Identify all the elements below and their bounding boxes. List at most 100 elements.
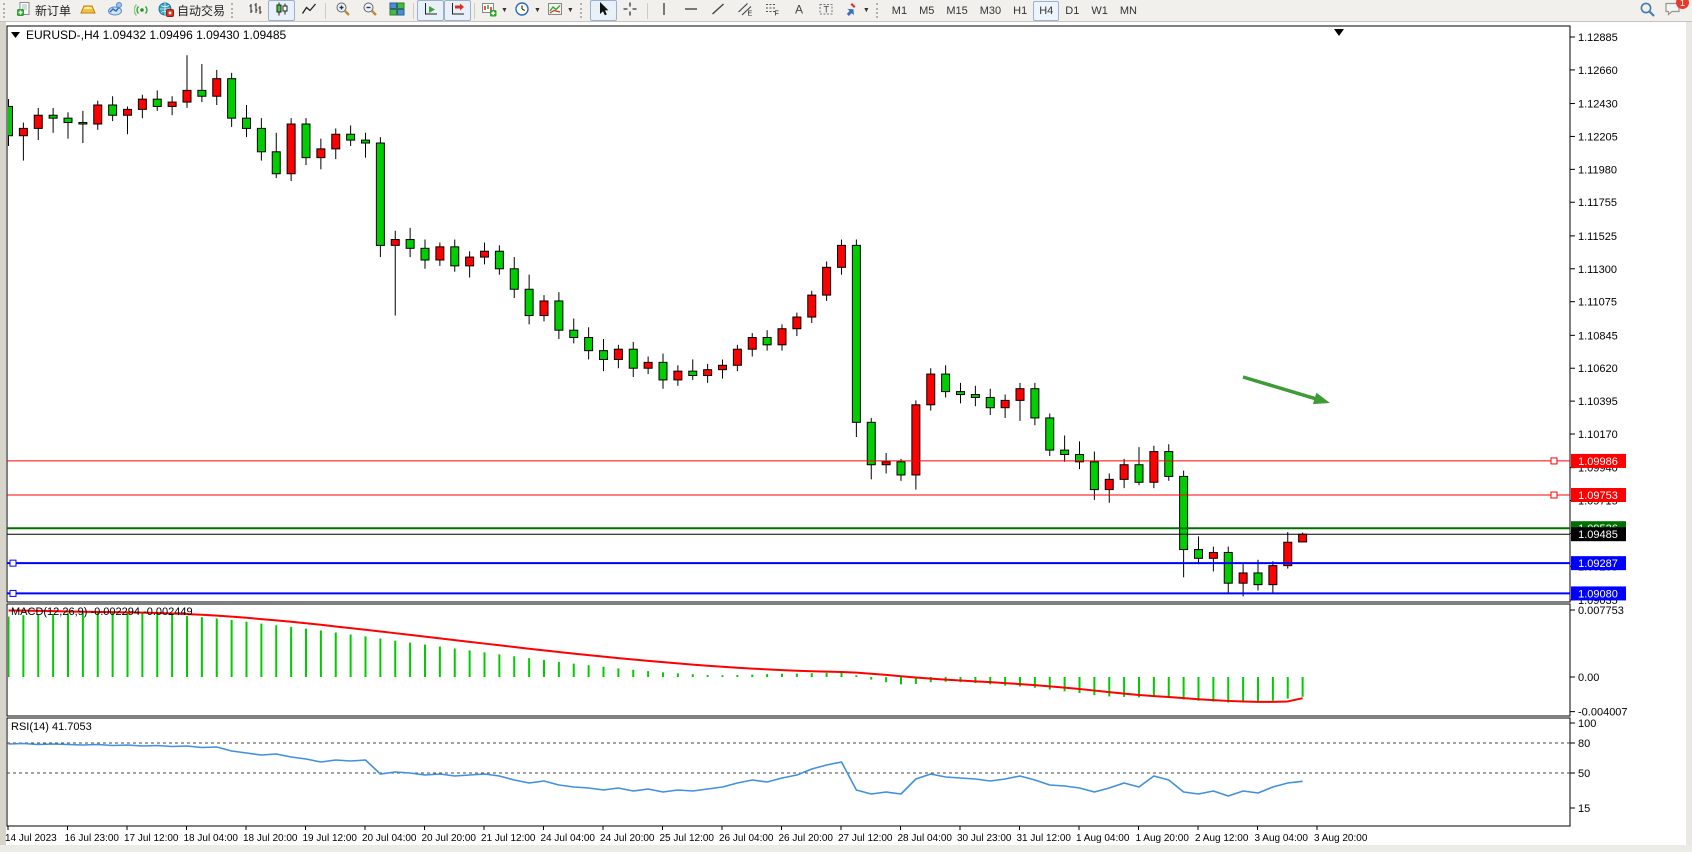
vertical-line-icon xyxy=(656,1,672,20)
rsi-axis[interactable]: 100 80 50 15 xyxy=(7,718,1596,815)
time-tick-label: 17 Jul 12:00 xyxy=(124,833,179,844)
time-tick-label: 26 Jul 20:00 xyxy=(779,833,834,844)
channel-icon: E xyxy=(737,1,753,20)
svg-text:A: A xyxy=(795,3,803,17)
time-tick-label: 19 Jul 12:00 xyxy=(303,833,358,844)
time-tick-label: 14 Jul 2023 xyxy=(5,833,57,844)
time-tick-label: 1 Aug 04:00 xyxy=(1076,833,1130,844)
new-chart-icon xyxy=(481,1,497,20)
template-icon xyxy=(547,1,563,20)
current-price-line: 1.09485 xyxy=(7,527,1626,542)
rsi-line xyxy=(8,742,1303,797)
community-button[interactable] xyxy=(101,0,128,21)
crosshair-button[interactable] xyxy=(617,0,644,21)
text-button[interactable]: A xyxy=(786,0,813,21)
toolbar-grip[interactable] xyxy=(875,3,882,18)
price-tick-label: 1.11525 xyxy=(1578,231,1617,243)
toolbar-grip[interactable] xyxy=(579,3,586,18)
time-tick-label: 18 Jul 04:00 xyxy=(184,833,239,844)
chart-title-text: EURUSD-,H4 1.09432 1.09496 1.09430 1.094… xyxy=(26,28,287,42)
price-tick-label: 1.10845 xyxy=(1578,330,1618,342)
time-axis[interactable]: 14 Jul 2023 16 Jul 23:00 17 Jul 12:00 18 Ju… xyxy=(5,826,1368,844)
time-tick-label: 26 Jul 04:00 xyxy=(719,833,774,844)
new-chart-button[interactable]: ▼ xyxy=(478,0,511,21)
rsi-tick-label: 15 xyxy=(1578,803,1590,815)
arrows-button[interactable]: ▼ xyxy=(840,0,873,21)
gold-button[interactable] xyxy=(74,0,101,21)
timeframe-button-M30[interactable]: M30 xyxy=(979,4,1002,17)
time-tick-label: 20 Jul 04:00 xyxy=(362,833,417,844)
zoom-in-button[interactable] xyxy=(329,0,356,21)
macd-signal-line xyxy=(8,609,1303,703)
chart-candles-button[interactable] xyxy=(268,0,296,21)
tile-windows-button[interactable] xyxy=(383,0,410,21)
equidistant-channel-button[interactable]: E xyxy=(732,0,759,21)
toolbar-separator xyxy=(474,2,476,19)
chevron-down-icon: ▼ xyxy=(566,7,574,14)
chart-title: EURUSD-,H4 1.09432 1.09496 1.09430 1.094… xyxy=(11,28,287,42)
chart-window: 1.12885 1.12660 1.12430 1.12205 1.11980 1.117… xyxy=(0,22,1692,857)
chevron-down-icon: ▼ xyxy=(862,7,870,14)
trendline-icon xyxy=(710,1,726,20)
toolbar-separator xyxy=(325,2,327,19)
price-tick-label: 1.12885 xyxy=(1578,32,1618,44)
timeframe-button-H1[interactable]: H1 xyxy=(1013,4,1028,17)
gold-ingot-icon xyxy=(79,1,96,20)
new-order-button[interactable]: 新订单 xyxy=(13,0,74,21)
autotrading-button[interactable]: 自动交易 xyxy=(155,0,228,21)
macd-axis[interactable]: 0.007753 0.00 -0.004007 xyxy=(1570,605,1628,719)
signals-button[interactable] xyxy=(128,0,155,21)
chart-bars-button[interactable] xyxy=(241,0,268,21)
timeframe-button-W1[interactable]: W1 xyxy=(1091,4,1108,17)
toolbar-grip[interactable] xyxy=(3,3,9,18)
price-line-label: 1.09080 xyxy=(1578,588,1618,600)
price-line-1.09986[interactable]: 1.09986 xyxy=(7,453,1626,468)
toolbar-grip[interactable] xyxy=(231,3,237,18)
chart-title-caret xyxy=(11,32,20,38)
timeframe-button-MN[interactable]: MN xyxy=(1119,4,1137,17)
chart-shift-button[interactable] xyxy=(444,0,472,21)
timeframe-button-M15[interactable]: M15 xyxy=(946,4,968,17)
price-line-1.09080[interactable]: 1.09080 xyxy=(7,586,1626,601)
timeframe-button-M1[interactable]: M1 xyxy=(891,4,908,17)
chart-dropdown-caret[interactable] xyxy=(1334,29,1344,36)
price-tick-label: 1.11980 xyxy=(1578,164,1617,176)
chart-canvas[interactable]: 1.12885 1.12660 1.12430 1.12205 1.11980 1.117… xyxy=(0,22,1692,852)
cursor-button[interactable] xyxy=(589,0,617,21)
time-tick-label: 31 Jul 12:00 xyxy=(1017,833,1072,844)
timeframe-button-H4[interactable]: H4 xyxy=(1033,0,1060,21)
periods-button[interactable]: ▼ xyxy=(511,0,544,21)
mql5-community-icon xyxy=(107,1,123,20)
trendline-button[interactable] xyxy=(705,0,732,21)
trend-arrow-annotation[interactable] xyxy=(1242,375,1330,405)
fibonacci-button[interactable]: F xyxy=(759,0,786,21)
price-tick-label: 1.10170 xyxy=(1578,429,1618,441)
horizontal-line-button[interactable] xyxy=(678,0,705,21)
timeframe-button-D1[interactable]: D1 xyxy=(1065,4,1080,17)
zoom-in-icon xyxy=(335,1,351,20)
zoom-out-button[interactable] xyxy=(356,0,383,21)
price-line-1.09753[interactable]: 1.09753 xyxy=(7,488,1626,503)
rsi-tick-label: 50 xyxy=(1578,768,1590,780)
line-chart-icon xyxy=(301,1,317,20)
fibonacci-icon: F xyxy=(764,1,780,20)
templates-button[interactable]: ▼ xyxy=(544,0,577,21)
time-tick-label: 25 Jul 12:00 xyxy=(660,833,715,844)
time-tick-label: 20 Jul 20:00 xyxy=(422,833,477,844)
price-line-label: 1.09753 xyxy=(1578,490,1618,502)
svg-text:E: E xyxy=(748,11,753,18)
price-line-1.09287[interactable]: 1.09287 xyxy=(7,556,1626,571)
window-right-edge xyxy=(1686,22,1692,852)
chat-button[interactable]: 1 xyxy=(1664,0,1689,20)
vertical-line-button[interactable] xyxy=(651,0,678,21)
search-icon[interactable] xyxy=(1639,1,1656,21)
timeframe-button-M5[interactable]: M5 xyxy=(919,4,935,17)
chart-line-button[interactable] xyxy=(295,0,322,21)
chart-shift-icon xyxy=(450,1,466,20)
auto-scroll-button[interactable] xyxy=(417,0,445,21)
time-tick-label: 2 Aug 12:00 xyxy=(1195,833,1249,844)
current-price-label: 1.09485 xyxy=(1578,529,1618,541)
autotrading-label: 自动交易 xyxy=(177,4,226,18)
bar-chart-icon xyxy=(247,1,263,20)
text-label-button[interactable]: T xyxy=(813,0,840,21)
